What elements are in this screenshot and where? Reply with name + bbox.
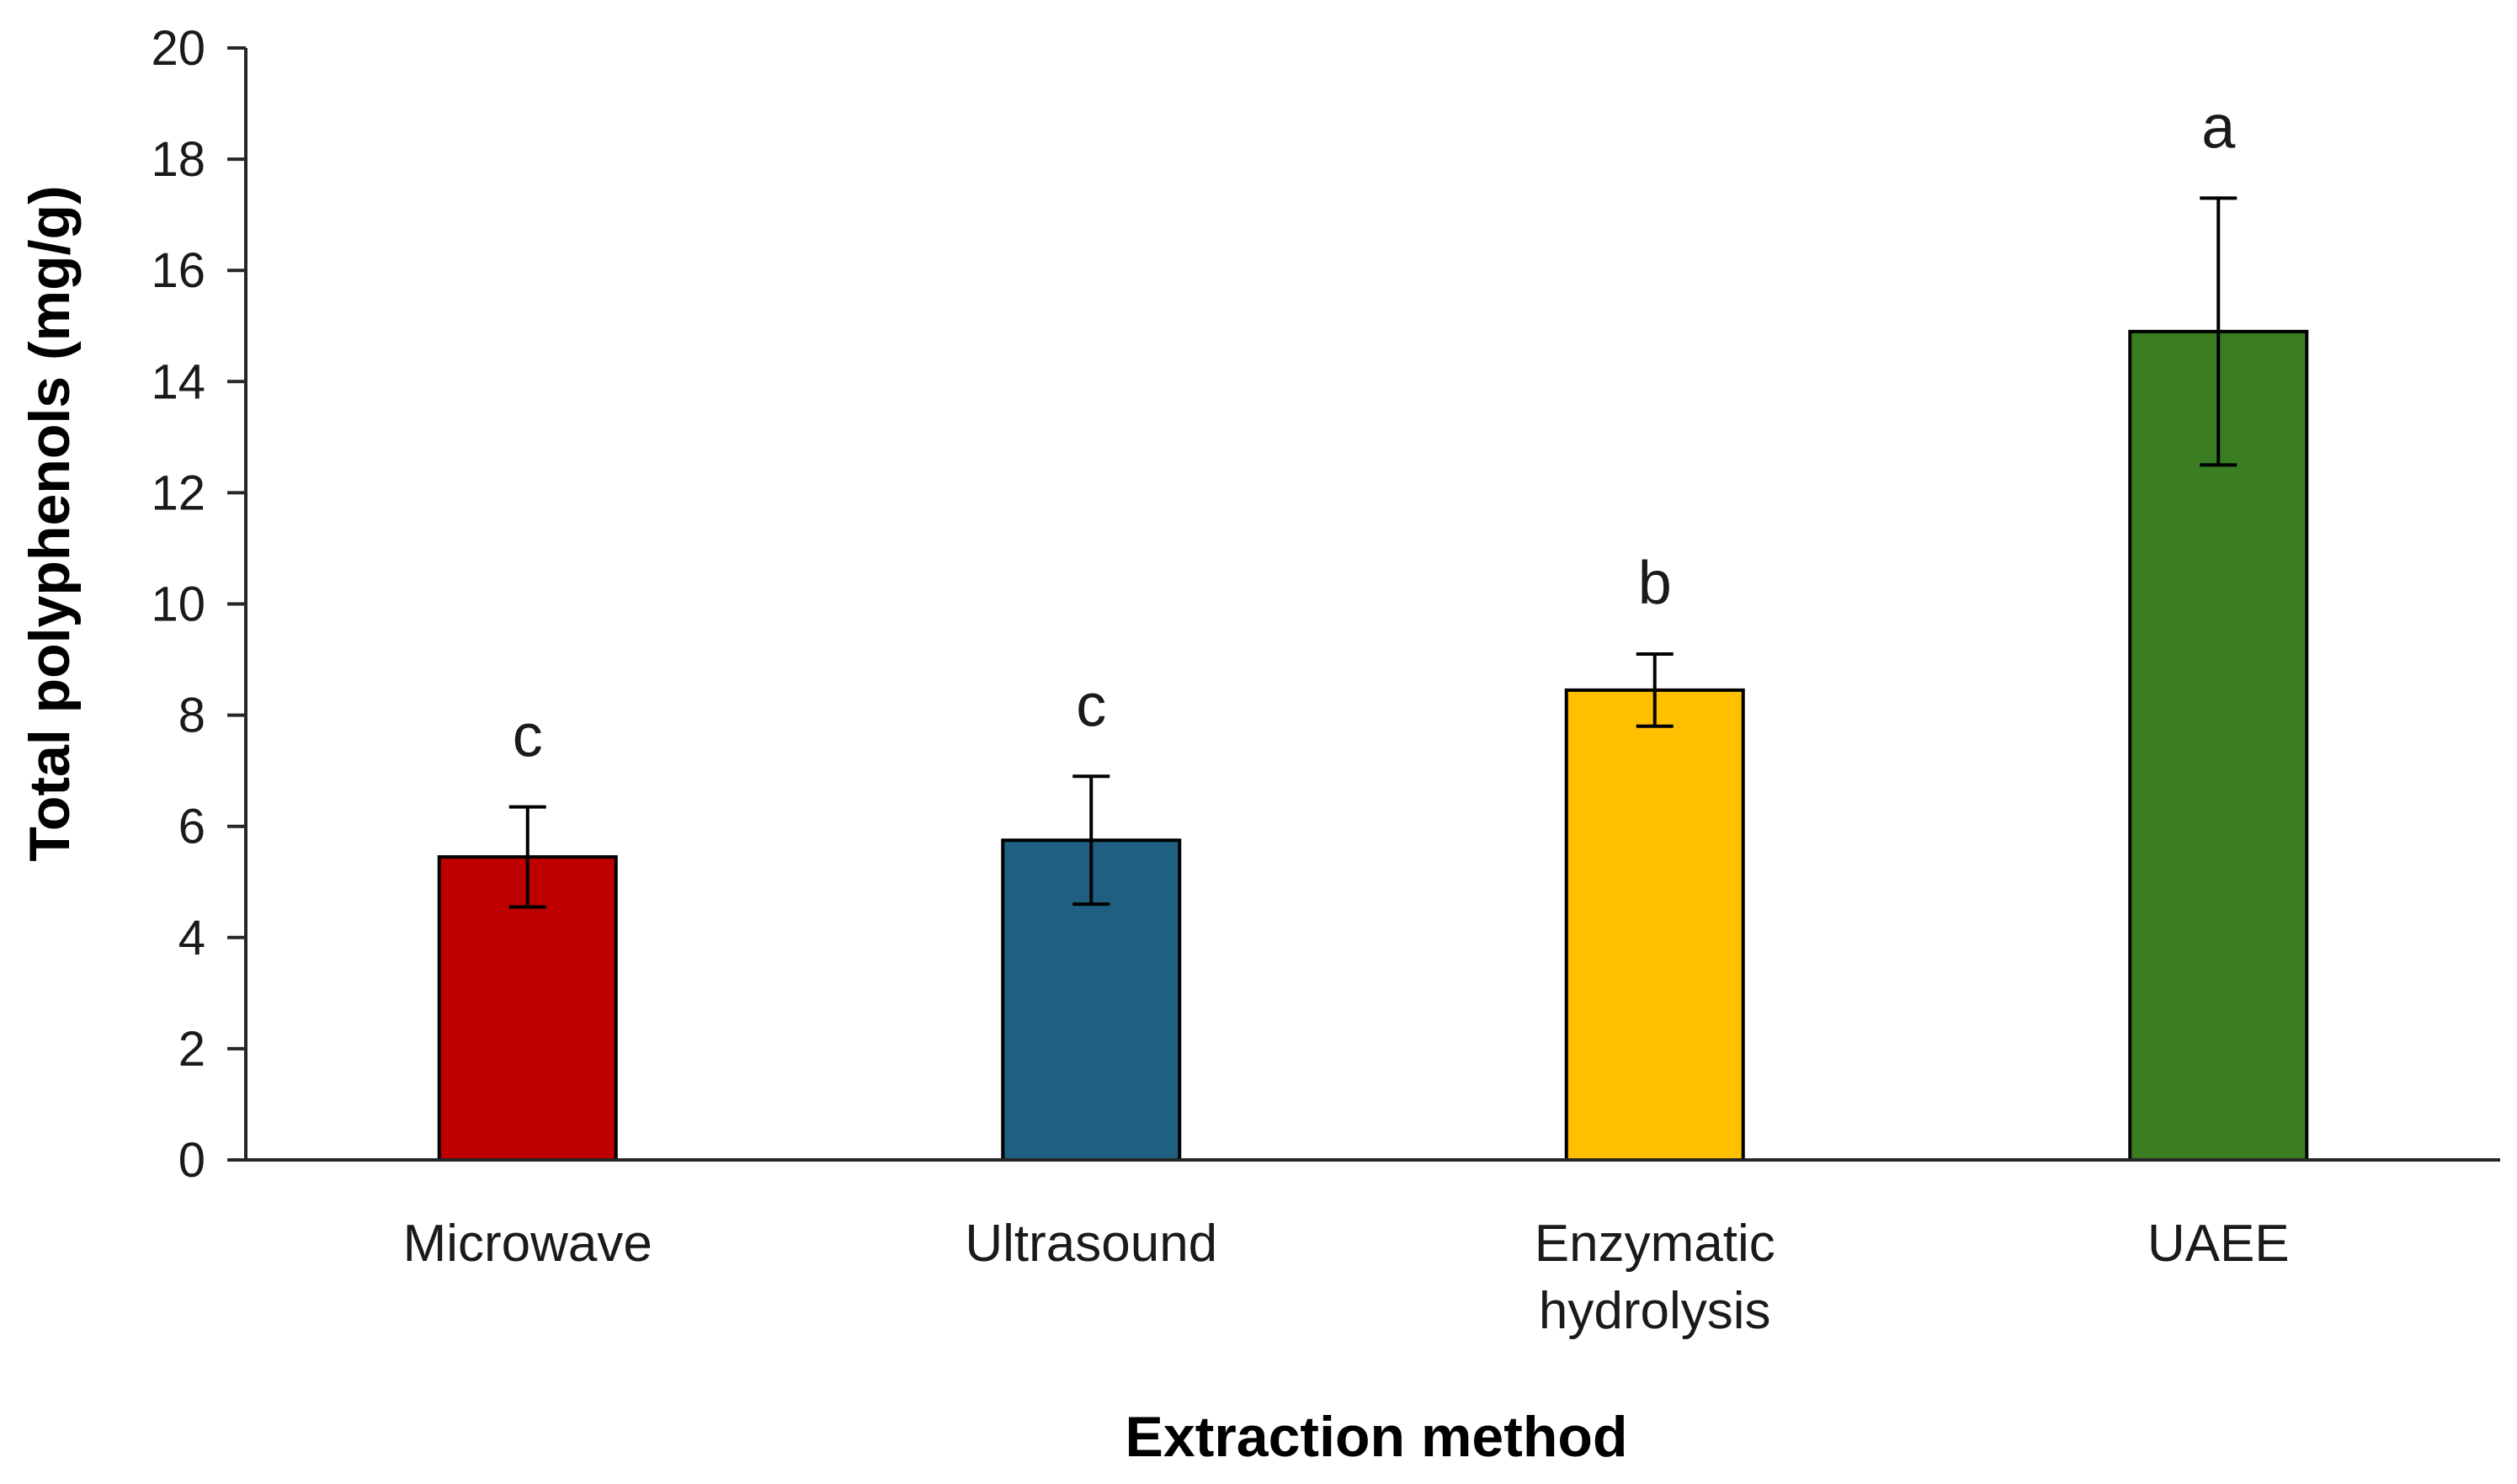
axes [244, 48, 2500, 1162]
x-category-label: Enzymatic [1535, 1215, 1775, 1273]
y-tick-label: 20 [151, 21, 205, 76]
y-tick-label: 0 [178, 1133, 205, 1188]
y-tick-label: 8 [178, 689, 205, 743]
significance-letter: c [1076, 672, 1106, 739]
y-tick-label: 10 [151, 577, 205, 632]
x-category-label: Ultrasound [965, 1215, 1217, 1273]
y-tick-label: 6 [178, 800, 205, 854]
bar [2128, 329, 2309, 1162]
bars [437, 329, 2309, 1162]
x-category-label: Microwave [403, 1215, 652, 1273]
x-category-label: hydrolysis [1539, 1282, 1771, 1340]
y-axis-ticks: 0 2 4 6 8 10 12 14 16 18 20 [151, 21, 246, 1188]
y-tick-label: 18 [151, 132, 205, 187]
significance-letter: a [2201, 93, 2236, 161]
significance-letter: c [513, 703, 543, 770]
y-axis-title: Total polyphenols (mg/g) [18, 185, 82, 861]
y-tick-label: 14 [151, 354, 205, 409]
y-tick-label: 16 [151, 243, 205, 298]
x-axis-title: Extraction method [1125, 1405, 1628, 1469]
y-tick-label: 2 [178, 1022, 205, 1077]
bar [1564, 688, 1745, 1162]
y-tick-label: 4 [178, 911, 205, 965]
error-bars [508, 196, 2238, 909]
y-tick-label: 12 [151, 465, 205, 520]
significance-labels: c c b a [513, 93, 2236, 769]
significance-letter: b [1638, 550, 1672, 617]
x-category-label: UAEE [2147, 1215, 2290, 1273]
x-axis-category-labels: Microwave Ultrasound Enzymatic hydrolysis UA… [403, 1215, 2290, 1340]
